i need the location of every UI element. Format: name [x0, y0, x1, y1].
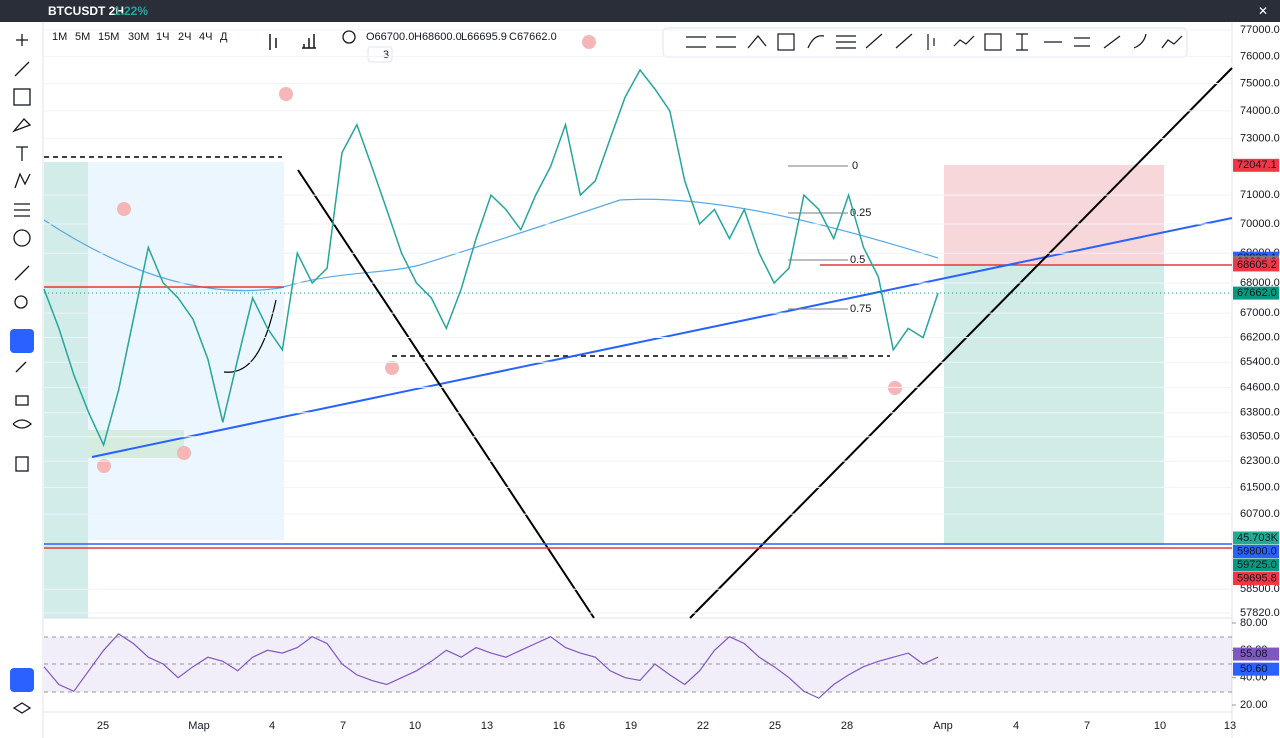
- interval[interactable]: 5М: [75, 31, 90, 43]
- interval[interactable]: 15М: [98, 31, 119, 43]
- x-tick-label: 25: [97, 720, 109, 732]
- x-tick-label: 25: [769, 720, 781, 732]
- y-tick-label: 58500.0: [1240, 583, 1280, 595]
- x-tick-label: Апр: [933, 720, 952, 732]
- fib-label: 0.25: [850, 207, 871, 219]
- y-tick-label: 66200.0: [1240, 331, 1280, 343]
- price-tag: [1233, 545, 1279, 558]
- x-tick-label: 13: [481, 720, 493, 732]
- rsi-tick-label: 20.00: [1240, 699, 1268, 711]
- x-tick-label: 10: [409, 720, 421, 732]
- x-tick-label: 7: [340, 720, 346, 732]
- x-tick-label: 7: [1084, 720, 1090, 732]
- ohlc-value: L66695.9: [461, 31, 507, 43]
- y-tick-label: 77000.0: [1240, 24, 1280, 36]
- x-tick-label: 28: [841, 720, 853, 732]
- price-tag-label: 45.703K: [1237, 532, 1279, 544]
- price-tag: [1233, 158, 1279, 172]
- fib-label: 0: [852, 160, 858, 172]
- rsi-tag-label: 55.08: [1240, 648, 1268, 660]
- y-tick-label: 63800.0: [1240, 407, 1280, 419]
- y-tick-label: 63050.0: [1240, 431, 1280, 443]
- price-tag: [1233, 572, 1279, 585]
- ohlc-value: H68600.0: [414, 31, 462, 43]
- symbol: BTCUSDT 2H: [48, 4, 125, 18]
- price-tag-label: 67662.0: [1237, 287, 1277, 299]
- price-tag-label: 59695.8: [1237, 572, 1277, 584]
- y-tick-label: 61500.0: [1240, 481, 1280, 493]
- y-tick-label: 74000.0: [1240, 105, 1280, 117]
- interval[interactable]: 1М: [52, 31, 67, 43]
- ohlc-value: C67662.0: [509, 31, 557, 43]
- x-tick-label: 10: [1154, 720, 1166, 732]
- y-tick-label: 68000.0: [1240, 277, 1280, 289]
- y-tick-label: 57820.0: [1240, 607, 1280, 619]
- ohlc-value: O66700.0: [366, 31, 414, 43]
- title-bar: BTCUSDT 2H 1.22% ✕: [0, 0, 1280, 22]
- rsi-tag: [1233, 662, 1279, 676]
- y-tick-label: 60700.0: [1240, 508, 1280, 520]
- fib-label: 0.5: [850, 254, 865, 266]
- y-tick-label: 73000.0: [1240, 132, 1280, 144]
- y-tick-label: 70000.0: [1240, 218, 1280, 230]
- y-tick-label: 67000.0: [1240, 307, 1280, 319]
- price-tag: [1233, 286, 1279, 300]
- y-tick-label: 75000.0: [1240, 77, 1280, 89]
- rsi-line: [43, 633, 939, 699]
- interval[interactable]: Д: [220, 31, 228, 43]
- x-tick-label: Мар: [188, 720, 210, 732]
- interval[interactable]: 4Ч: [199, 31, 212, 43]
- rsi-tick-label: 80.00: [1240, 617, 1268, 629]
- price-tag-label: 59725.0: [1237, 559, 1277, 571]
- price-tag: [1233, 558, 1279, 572]
- price-tag: [1233, 531, 1279, 545]
- y-tick-label: 65400.0: [1240, 356, 1280, 368]
- rsi-tag-label: 50.60: [1240, 663, 1268, 675]
- price-tag: [1233, 258, 1279, 272]
- indicator-count[interactable]: 3: [383, 49, 389, 61]
- y-tick-label: 71000.0: [1240, 189, 1280, 201]
- interval[interactable]: 30М: [128, 31, 149, 43]
- x-tick-label: 19: [625, 720, 637, 732]
- x-tick-label: 13: [1224, 720, 1236, 732]
- interval[interactable]: 2Ч: [178, 31, 191, 43]
- change: 1.22%: [114, 4, 149, 18]
- rsi-tag: [1233, 647, 1279, 661]
- fib-label: 0.75: [850, 303, 871, 315]
- price-tag-label: 72047.1: [1237, 159, 1277, 171]
- price-tag-label: 68605.2: [1237, 259, 1277, 271]
- price-tag-label: 59800.0: [1237, 545, 1277, 557]
- x-tick-label: 4: [269, 720, 275, 732]
- price-line: [43, 68, 939, 448]
- close[interactable]: ✕: [1257, 4, 1268, 18]
- x-tick-label: 4: [1013, 720, 1019, 732]
- y-tick-label: 64600.0: [1240, 381, 1280, 393]
- interval[interactable]: 1Ч: [156, 31, 169, 43]
- x-tick-label: 22: [697, 720, 709, 732]
- y-tick-label: 76000.0: [1240, 51, 1280, 63]
- x-tick-label: 16: [553, 720, 565, 732]
- y-tick-label: 62300.0: [1240, 455, 1280, 467]
